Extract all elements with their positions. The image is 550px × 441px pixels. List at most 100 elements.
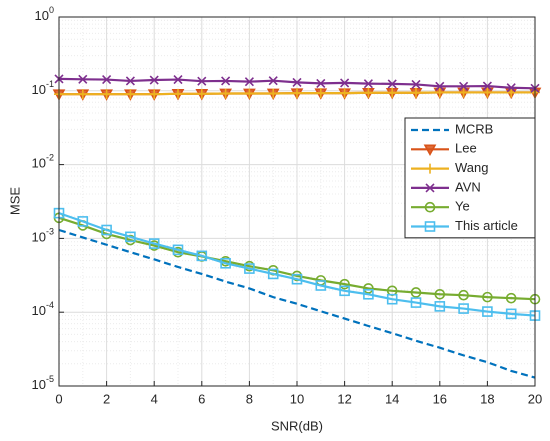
marker bbox=[410, 297, 422, 308]
marker bbox=[458, 303, 469, 314]
marker bbox=[434, 301, 446, 312]
legend-box bbox=[404, 117, 536, 239]
marker bbox=[339, 278, 350, 290]
marker bbox=[148, 238, 160, 249]
marker bbox=[482, 87, 493, 98]
marker bbox=[505, 308, 517, 320]
legend-label: Wang bbox=[455, 160, 488, 175]
marker bbox=[434, 288, 446, 300]
marker bbox=[411, 79, 421, 89]
legend-label: AVN bbox=[455, 179, 481, 194]
y-tick-label: 10-5 bbox=[32, 374, 54, 392]
marker bbox=[363, 288, 374, 300]
marker bbox=[220, 88, 231, 99]
marker bbox=[506, 87, 517, 98]
marker bbox=[101, 224, 112, 236]
marker bbox=[425, 163, 435, 174]
marker bbox=[482, 291, 493, 303]
marker bbox=[505, 292, 517, 304]
x-tick-label: 10 bbox=[290, 391, 304, 406]
marker bbox=[435, 81, 445, 91]
x-tick-label: 4 bbox=[151, 391, 158, 406]
marker bbox=[125, 89, 136, 100]
y-axis-label: MSE bbox=[7, 187, 22, 216]
marker bbox=[363, 87, 374, 98]
marker bbox=[268, 88, 279, 99]
marker bbox=[77, 89, 88, 100]
x-tick-label: 12 bbox=[337, 391, 351, 406]
marker bbox=[268, 76, 278, 86]
marker bbox=[77, 216, 89, 227]
marker bbox=[386, 293, 398, 305]
marker bbox=[482, 306, 493, 317]
marker bbox=[411, 87, 421, 98]
legend-label: Ye bbox=[455, 199, 470, 214]
marker bbox=[102, 74, 112, 85]
marker bbox=[197, 76, 207, 86]
series-line bbox=[58, 212, 536, 317]
marker bbox=[506, 83, 516, 93]
x-axis-label: SNR(dB) bbox=[271, 418, 323, 433]
marker bbox=[340, 78, 350, 88]
x-tick-label: 2 bbox=[103, 391, 110, 406]
x-tick-label: 0 bbox=[55, 391, 62, 406]
marker bbox=[78, 74, 88, 84]
marker bbox=[459, 81, 469, 91]
x-tick-label: 20 bbox=[528, 391, 542, 406]
y-tick-label: 10-2 bbox=[32, 153, 54, 171]
marker bbox=[424, 221, 436, 232]
marker bbox=[482, 81, 492, 91]
marker bbox=[339, 285, 350, 297]
marker bbox=[244, 263, 255, 274]
series-line bbox=[58, 228, 536, 379]
marker bbox=[292, 77, 302, 87]
marker bbox=[101, 89, 112, 100]
marker bbox=[196, 88, 207, 99]
marker bbox=[434, 87, 445, 98]
x-tick-label: 18 bbox=[480, 391, 494, 406]
marker bbox=[410, 287, 422, 298]
marker bbox=[387, 79, 397, 89]
x-tick-label: 14 bbox=[385, 391, 399, 406]
series-line bbox=[58, 216, 536, 301]
marker bbox=[173, 88, 183, 99]
marker bbox=[149, 89, 160, 100]
marker bbox=[424, 201, 436, 213]
marker bbox=[363, 283, 374, 294]
marker bbox=[363, 79, 373, 89]
marker bbox=[173, 74, 183, 85]
legend-label: Lee bbox=[455, 141, 477, 156]
marker bbox=[244, 77, 254, 87]
marker bbox=[220, 257, 231, 269]
marker bbox=[267, 268, 279, 280]
y-tick-label: 10-3 bbox=[32, 227, 54, 245]
marker bbox=[316, 78, 326, 88]
marker bbox=[425, 183, 435, 193]
marker bbox=[125, 76, 135, 86]
marker bbox=[196, 250, 208, 262]
marker bbox=[221, 76, 231, 86]
legend-label: MCRB bbox=[455, 121, 493, 136]
marker bbox=[172, 244, 184, 256]
marker bbox=[149, 75, 159, 85]
y-tick-label: 100 bbox=[35, 5, 54, 23]
x-tick-label: 6 bbox=[198, 391, 205, 406]
marker bbox=[315, 280, 327, 291]
legend: MCRB Lee Wang AVN Ye This article bbox=[404, 117, 536, 239]
marker bbox=[291, 273, 303, 285]
marker bbox=[244, 88, 255, 99]
marker bbox=[458, 289, 469, 301]
marker bbox=[423, 144, 437, 156]
marker bbox=[315, 88, 326, 99]
y-tick-label: 10-4 bbox=[32, 301, 54, 319]
y-tick-label: 10-1 bbox=[32, 79, 54, 97]
marker bbox=[339, 88, 350, 99]
x-tick-label: 8 bbox=[246, 391, 253, 406]
x-tick-label: 16 bbox=[433, 391, 447, 406]
marker bbox=[458, 87, 469, 98]
legend-label: This article bbox=[455, 218, 518, 233]
marker bbox=[292, 88, 302, 99]
marker bbox=[125, 231, 136, 243]
marker bbox=[387, 87, 398, 98]
